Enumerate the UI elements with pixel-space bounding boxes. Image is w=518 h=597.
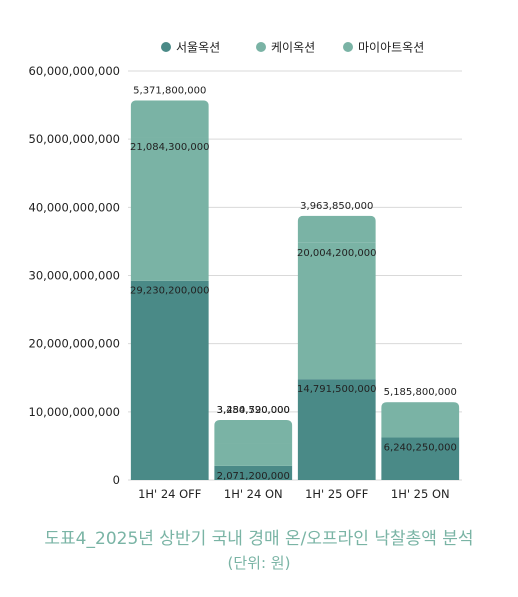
data-label: 3,454,590,000 xyxy=(217,405,290,416)
data-label: 14,791,500,000 xyxy=(297,384,377,395)
data-label: 21,084,300,000 xyxy=(130,142,210,153)
bar-stack xyxy=(130,100,209,480)
data-label: 20,004,200,000 xyxy=(297,248,377,259)
data-label: 5,371,800,000 xyxy=(133,85,206,96)
data-label: 5,185,800,000 xyxy=(384,387,457,398)
legend-swatch xyxy=(343,42,353,52)
x-category-label: 1H' 25 OFF xyxy=(305,487,368,501)
data-label: 6,240,250,000 xyxy=(384,442,457,453)
x-category-label: 1H' 24 OFF xyxy=(138,487,201,501)
legend-label: 서울옥션 xyxy=(176,41,220,55)
data-label: 2,071,200,000 xyxy=(217,471,290,482)
bar-stack xyxy=(297,215,376,480)
y-tick-label: 10,000,000,000 xyxy=(29,405,120,419)
bar-segment xyxy=(214,443,293,466)
y-tick-label: 50,000,000,000 xyxy=(29,132,120,146)
bar-segment xyxy=(130,137,209,281)
figure-caption: 도표4_2025년 상반기 국내 경매 온/오프라인 낙찰총액 분석 xyxy=(44,529,474,549)
data-label: 3,963,850,000 xyxy=(300,201,373,212)
bar-segment xyxy=(381,437,460,480)
bar-stack xyxy=(381,402,460,480)
bar-segment xyxy=(214,419,293,444)
legend-label: 케이옥션 xyxy=(271,41,315,55)
y-axis: 0 10,000,000,000 20,000,000,000 30,000,000,… xyxy=(29,64,120,487)
bar-segment xyxy=(297,379,376,480)
data-label: 29,230,200,000 xyxy=(130,286,210,297)
bars xyxy=(130,100,460,480)
data-label: 3,280,720,000 xyxy=(217,405,290,416)
legend-swatch xyxy=(256,42,266,52)
bar-segment xyxy=(297,242,376,380)
bar-segment xyxy=(297,215,376,243)
bar-segment xyxy=(130,280,209,480)
data-labels: 29,230,200,000 21,084,300,000 5,371,800,00… xyxy=(130,85,457,481)
bar-segment xyxy=(130,100,209,138)
legend-swatch xyxy=(161,42,171,52)
y-tick-label: 40,000,000,000 xyxy=(29,200,120,214)
y-tick-label: 30,000,000,000 xyxy=(29,269,120,283)
legend: 서울옥션 케이옥션 마이아트옥션 xyxy=(161,41,424,55)
bar-segment xyxy=(381,402,460,438)
legend-label: 마이아트옥션 xyxy=(358,41,424,55)
figure-caption-unit: (단위: 원) xyxy=(227,554,291,572)
x-category-label: 1H' 25 ON xyxy=(391,487,450,501)
y-tick-label: 20,000,000,000 xyxy=(29,337,120,351)
bar-stack xyxy=(214,419,293,480)
x-category-label: 1H' 24 ON xyxy=(224,487,283,501)
bar-segment xyxy=(214,465,293,480)
y-tick-label: 60,000,000,000 xyxy=(29,64,120,78)
y-tick-label: 0 xyxy=(113,473,120,487)
stacked-bar-chart: 서울옥션 케이옥션 마이아트옥션 0 10,000,000,000 20,000,000… xyxy=(29,41,462,501)
x-axis: 1H' 24 OFF 1H' 24 ON 1H' 25 OFF 1H' 25 ON xyxy=(138,487,450,501)
